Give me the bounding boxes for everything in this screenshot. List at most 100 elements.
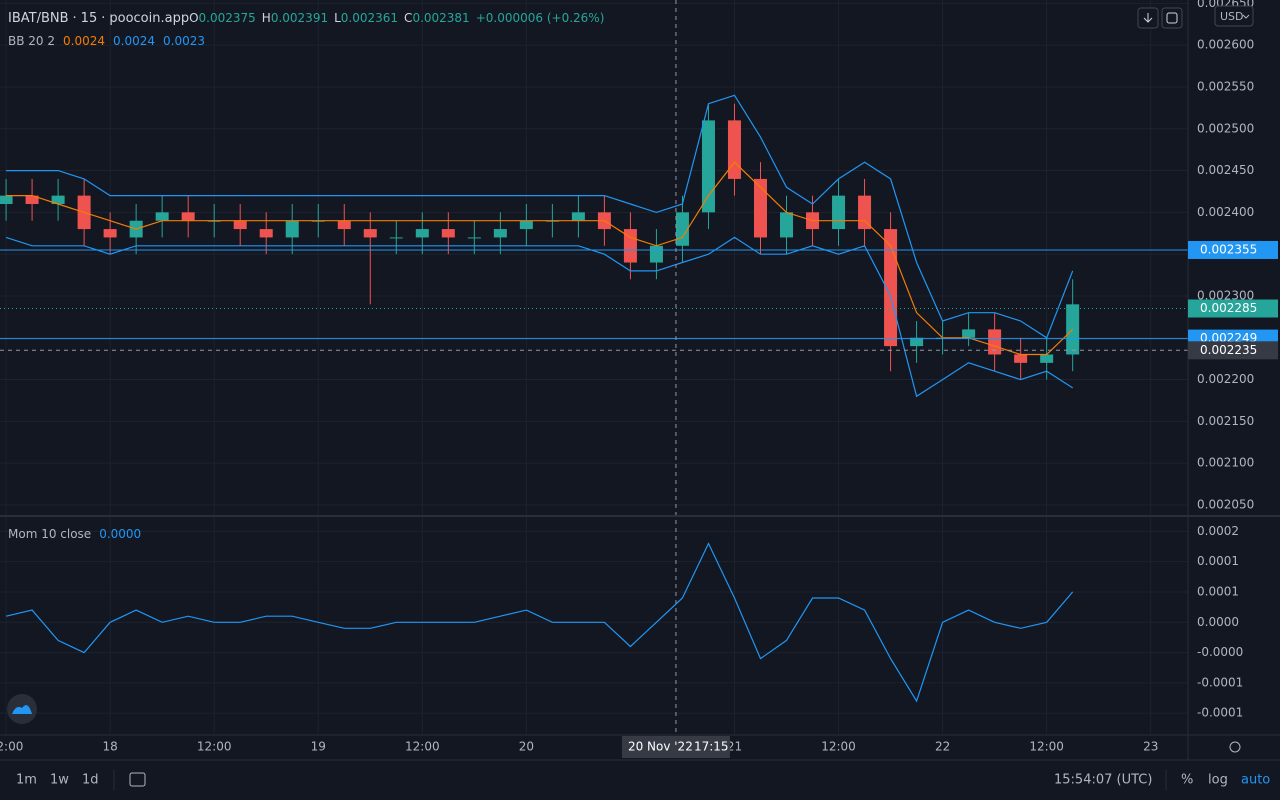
- x-tick-label: 12:00: [405, 740, 440, 754]
- y-tick-label: -0.0001: [1197, 675, 1243, 689]
- x-tick-label: 20: [519, 740, 534, 754]
- range-button[interactable]: 1w: [50, 773, 69, 788]
- x-tick-label: 12:00: [1029, 740, 1064, 754]
- y-tick-label: 0.002150: [1197, 414, 1254, 428]
- candle-body: [753, 178, 767, 238]
- y-tick-label: 0.002600: [1197, 38, 1254, 52]
- x-tick-label: 18: [102, 740, 117, 754]
- y-tick-label: 0.002100: [1197, 456, 1254, 470]
- candle-body: [103, 229, 117, 238]
- interval: 15: [81, 11, 98, 26]
- bb-value: 0.0024: [63, 34, 105, 48]
- candle-body: [988, 329, 1002, 355]
- crosshair-label-bg: [621, 736, 730, 758]
- candle-body: [649, 245, 663, 263]
- y-tick-label: 0.002400: [1197, 205, 1254, 219]
- range-button[interactable]: 1d: [82, 773, 99, 788]
- symbol: IBAT/BNB: [8, 11, 69, 26]
- plot: [0, 0, 1188, 735]
- log-toggle[interactable]: log: [1208, 773, 1228, 788]
- candle-body: [675, 212, 689, 246]
- price-label: 0.002235: [1200, 343, 1257, 357]
- y-tick-label: 0.002300: [1197, 288, 1254, 302]
- candle-body: [1040, 354, 1054, 363]
- candle-body: [285, 220, 299, 238]
- candle-body: [363, 229, 377, 238]
- grid: [0, 0, 1188, 735]
- candle-body: [415, 229, 429, 238]
- candle-body: [832, 195, 846, 230]
- chart-header: IBAT/BNB · 15 · poocoin.appO0.002375 H0.00239…: [8, 11, 604, 26]
- ohlc-key: O: [189, 11, 198, 25]
- price-label-bg: [1188, 240, 1278, 259]
- bb-value: 0.0023: [163, 34, 205, 48]
- y-tick-label: 0.0001: [1197, 554, 1239, 568]
- mom-legend: Mom 10 close 0.0000: [8, 527, 141, 541]
- y-tick-label: 0.002550: [1197, 79, 1254, 93]
- candle-body: [233, 220, 247, 230]
- candle-body: [910, 337, 924, 347]
- clock: 15:54:07 (UTC): [1054, 773, 1152, 788]
- candle-body: [0, 195, 13, 204]
- change: +0.000006 (+0.26%): [476, 11, 605, 25]
- ohlc-value: 0.002391: [271, 11, 328, 25]
- mom-name: Mom 10 close: [8, 527, 91, 541]
- crosshair-date: 20 Nov '22: [628, 740, 693, 754]
- bb-line: [6, 161, 1074, 356]
- x-tick-label: 12:00: [197, 740, 232, 754]
- price-label-bg: [1188, 299, 1278, 318]
- y-tick-label: 0.0000: [1197, 615, 1239, 629]
- x-tick-label: 23: [1143, 740, 1158, 754]
- auto-toggle[interactable]: auto: [1241, 773, 1270, 788]
- y-tick-label: 0.0001: [1197, 584, 1239, 598]
- ohlc-key: C: [404, 11, 412, 25]
- settings-icon[interactable]: [1229, 741, 1241, 753]
- x-tick-label: 12:00: [0, 740, 23, 754]
- y-tick-label: 0.002450: [1197, 163, 1254, 177]
- candle-body: [858, 195, 872, 230]
- x-tick-label: 21: [727, 740, 742, 754]
- logo-icon: [12, 705, 32, 714]
- candle-body: [181, 212, 195, 221]
- source: poocoin.app: [109, 11, 189, 26]
- currency: USD: [1220, 10, 1244, 23]
- bb-value: 0.0024: [113, 34, 155, 48]
- candle-body: [701, 120, 715, 213]
- candle-body: [1014, 354, 1028, 363]
- y-tick-label: 0.002650: [1197, 0, 1254, 10]
- y-tick-label: 0.002500: [1197, 121, 1254, 135]
- candle-body: [467, 237, 481, 239]
- percent-toggle[interactable]: %: [1181, 773, 1193, 788]
- candle-body: [884, 229, 898, 347]
- crosshair-time: 17:15: [694, 740, 729, 754]
- momentum-line: [5, 542, 1074, 703]
- x-tick-label: 19: [311, 740, 326, 754]
- bb-legend: BB 20 2 0.0024 0.0024 0.0023: [8, 34, 205, 48]
- sep: ·: [101, 11, 105, 26]
- bb-line: [5, 236, 1074, 398]
- refresh-button[interactable]: [1161, 7, 1183, 29]
- candle-body: [519, 220, 533, 230]
- candle-body: [337, 220, 351, 230]
- ohlc: O0.002375 H0.002391 L0.002361 C0.002381 +0.0…: [189, 11, 604, 25]
- candle-body: [493, 229, 507, 238]
- candle-body: [155, 212, 169, 221]
- mom-value: 0.0000: [99, 527, 141, 541]
- candle-body: [727, 120, 741, 179]
- ohlc-value: 0.002361: [341, 11, 398, 25]
- date-range-button[interactable]: [129, 772, 146, 787]
- candle-body: [259, 229, 273, 238]
- range-button[interactable]: 1m: [16, 773, 37, 788]
- currency-select[interactable]: [1214, 5, 1254, 27]
- y-tick-label: 0.002050: [1197, 497, 1254, 511]
- refresh-icon: [1166, 12, 1178, 24]
- y-tick-label: 0.0002: [1197, 524, 1239, 538]
- download-icon: [1143, 13, 1153, 23]
- y-tick-label: -0.0001: [1197, 706, 1243, 720]
- price-label: 0.002355: [1200, 242, 1257, 256]
- ohlc-key: H: [262, 11, 271, 25]
- candle-body: [962, 329, 976, 338]
- ohlc-value: 0.002381: [412, 11, 469, 25]
